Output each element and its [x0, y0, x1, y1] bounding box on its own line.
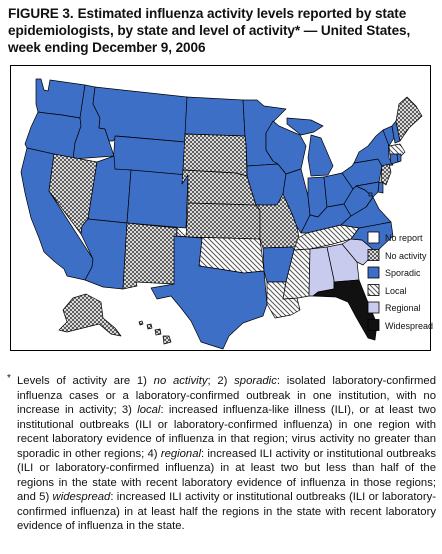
state-nh	[391, 120, 401, 144]
state-ma	[388, 143, 406, 157]
state-ms	[282, 248, 311, 300]
footnote-run: : increased ILI activity or institutiona…	[17, 447, 436, 504]
state-ri	[396, 153, 402, 163]
legend-label: Regional	[385, 303, 421, 313]
legend-label: No activity	[385, 250, 427, 261]
legend-item-no-report: No report	[368, 231, 423, 245]
state-tx	[150, 235, 268, 350]
footnote-run: : increased ILI activity or institutiona…	[17, 491, 436, 532]
state-me	[395, 96, 423, 142]
legend-label: Sporadic	[385, 268, 421, 278]
footnote-term: widespread	[52, 491, 111, 503]
legend-item-widespread: Widespread	[368, 319, 433, 333]
state-nm	[122, 222, 178, 290]
footnote-term: local	[137, 404, 161, 416]
legend-label: Local	[385, 285, 407, 296]
state-hi	[138, 320, 172, 345]
footnote-run: Levels of activity are 1)	[17, 375, 154, 387]
legend-label: No report	[385, 233, 423, 243]
legend-swatch-regional	[367, 301, 380, 314]
legend-swatch-no-activity	[367, 249, 380, 261]
state-ca	[20, 147, 94, 281]
state-nj	[380, 163, 392, 186]
footnote-run: ; 2)	[207, 375, 235, 387]
footnote-term: sporadic	[234, 375, 277, 387]
state-ks	[185, 202, 261, 240]
state-ct	[389, 153, 399, 165]
legend-swatch-sporadic	[367, 266, 380, 279]
figure-label: FIGURE 3.	[8, 6, 74, 21]
footnote-run: : isolated laboratory-confirmed influenz…	[17, 375, 436, 416]
state-ak	[58, 293, 122, 337]
legend-swatch-widespread	[367, 319, 380, 331]
state-nd	[184, 96, 246, 137]
figure-title-text: Estimated influenza activity levels repo…	[8, 6, 411, 55]
state-wa	[35, 78, 86, 119]
state-mt	[92, 86, 188, 143]
state-sd	[182, 133, 248, 177]
state-dc	[368, 192, 373, 197]
footnote-text: Levels of activity are 1) no activity; 2…	[8, 374, 436, 534]
legend-item-sporadic: Sporadic	[368, 266, 421, 280]
state-ne	[181, 169, 257, 206]
footnote-run: : increased influenza-like illness (ILI)…	[17, 404, 436, 460]
footnote-term: regional	[160, 447, 202, 460]
legend-label: Widespread	[385, 320, 434, 331]
state-mi	[286, 117, 334, 177]
footnote-marker: *	[7, 373, 11, 384]
map-panel: No report No activity Sporadic Local Regiona…	[10, 65, 433, 351]
legend-item-no-activity: No activity	[368, 249, 427, 263]
legend-item-local: Local	[368, 284, 407, 298]
legend-item-regional: Regional	[368, 301, 421, 315]
us-state-map	[20, 78, 423, 350]
legend-swatch-no-report	[367, 231, 380, 244]
footnote-term: no activity	[153, 375, 208, 387]
footnote: * Levels of activity are 1) no activity;…	[7, 373, 436, 534]
state-co	[126, 169, 189, 229]
legend-swatch-local	[367, 284, 380, 296]
figure-title: FIGURE 3. Estimated influenza activity le…	[8, 5, 438, 56]
state-md	[355, 181, 380, 198]
